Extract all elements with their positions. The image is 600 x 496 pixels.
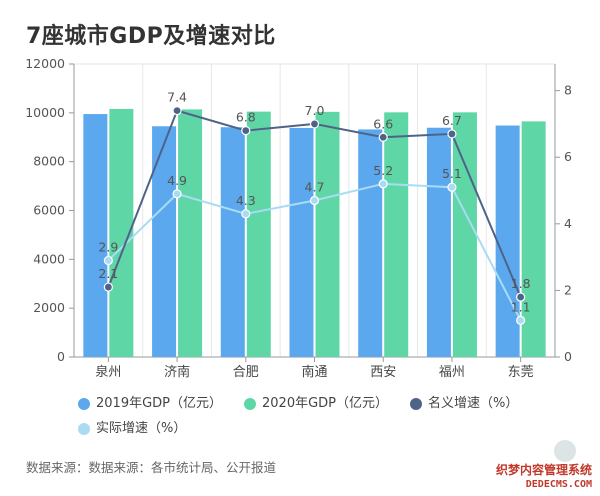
data-label: 7.0	[305, 103, 325, 118]
legend-label: 2020年GDP（亿元）	[262, 396, 389, 411]
series-point	[378, 132, 388, 142]
y-right-tick-label: 0	[564, 349, 572, 364]
legend-swatch	[78, 398, 90, 410]
legend-label: 名义增速（%）	[428, 396, 519, 411]
y-right-tick-label: 4	[564, 216, 572, 231]
data-label: 2.1	[98, 266, 118, 281]
legend-item: 名义增速（%）	[410, 393, 518, 415]
data-label: 6.6	[373, 116, 393, 131]
bar-2019	[358, 129, 383, 357]
y-left-tick-label: 12000	[25, 56, 65, 71]
y-right-tick-label: 8	[564, 83, 572, 98]
bar-2020	[246, 111, 271, 357]
x-tick-label: 东莞	[508, 365, 534, 380]
y-left-tick-label: 8000	[33, 154, 65, 169]
x-tick-label: 济南	[164, 364, 190, 380]
legend-item: 2019年GDP（亿元）	[78, 393, 222, 415]
chart-title: 7座城市GDP及增速对比	[26, 24, 276, 49]
data-label: 1.1	[511, 299, 531, 314]
x-tick-label: 合肥	[233, 365, 259, 380]
chart-legend: 2019年GDP（亿元） 2020年GDP（亿元） 名义增速（%） 实际增速（%）	[78, 393, 558, 443]
legend-swatch	[78, 423, 90, 435]
data-label: 6.8	[236, 110, 256, 125]
x-tick-label: 南通	[301, 364, 327, 380]
watermark-logo-icon	[554, 440, 576, 462]
legend-label: 实际增速（%）	[96, 421, 187, 436]
bar-2020	[315, 111, 340, 358]
series-point	[309, 119, 320, 129]
data-label: 1.8	[511, 276, 531, 291]
y-left-tick-label: 6000	[33, 203, 65, 218]
data-label: 6.7	[442, 113, 462, 128]
series-point	[241, 125, 251, 136]
y-right-tick-label: 2	[564, 282, 572, 297]
series-point	[447, 129, 457, 139]
legend-swatch	[244, 398, 257, 410]
series-point	[447, 182, 457, 192]
series-point	[309, 195, 320, 206]
bar-2019	[426, 127, 451, 357]
series-point	[103, 255, 113, 266]
y-left-tick-label: 10000	[25, 105, 65, 120]
data-label: 2.9	[98, 239, 118, 254]
data-source: 数据来源：数据来源：各市统计局、公开报道	[26, 460, 277, 475]
bar-2020	[521, 121, 546, 357]
x-tick-label: 福州	[439, 365, 465, 380]
x-tick-label: 西安	[370, 365, 396, 380]
data-label: 7.4	[167, 90, 187, 105]
series-point	[516, 292, 526, 302]
data-label: 4.9	[167, 173, 187, 188]
legend-label: 2019年GDP（亿元）	[96, 396, 223, 411]
series-point	[378, 179, 388, 189]
series-point	[172, 106, 182, 116]
bar-2019	[289, 127, 314, 357]
y-left-tick-label: 2000	[33, 300, 65, 315]
bar-2020	[452, 112, 477, 357]
bar-2019	[220, 127, 245, 357]
legend-item: 实际增速（%）	[78, 418, 186, 440]
legend-item: 2020年GDP（亿元）	[244, 393, 388, 415]
bar-2020	[178, 109, 203, 357]
series-point	[172, 189, 182, 199]
series-point	[103, 282, 113, 292]
chart-canvas: 0 2000 4000 6000 8000 10000 12000 0 2 4 6 8 泉州 济南 合肥 南通…	[25, 56, 572, 380]
data-label: 5.2	[373, 163, 393, 178]
y-right-tick-label: 6	[564, 149, 572, 164]
bar-2019	[83, 114, 108, 357]
data-label: 4.3	[236, 193, 256, 208]
bar-2020	[384, 112, 409, 357]
legend-swatch	[410, 398, 423, 410]
data-label: 5.1	[442, 166, 462, 181]
series-point	[241, 209, 251, 219]
y-left-tick-label: 0	[57, 349, 65, 364]
watermark-en: DEDECMS.COM	[525, 479, 592, 490]
data-label: 4.7	[305, 180, 325, 195]
y-left-tick-label: 4000	[33, 251, 65, 266]
series-point	[516, 315, 526, 325]
bar-2019	[495, 125, 520, 357]
watermark-cn: 织梦内容管理系统	[495, 463, 592, 477]
x-tick-label: 泉州	[95, 364, 121, 380]
bar-2019	[152, 126, 177, 357]
